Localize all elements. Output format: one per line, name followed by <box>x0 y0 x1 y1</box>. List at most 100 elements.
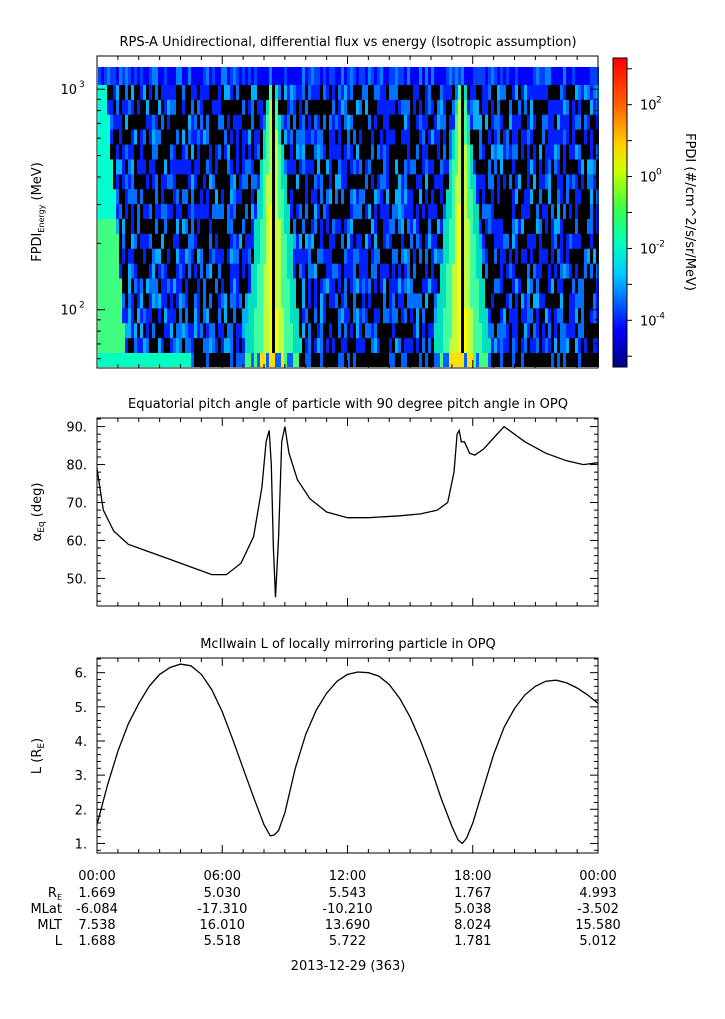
spectrogram-cell <box>449 99 452 116</box>
spectrogram-cell <box>305 114 308 131</box>
spectrogram-cell <box>572 189 575 205</box>
spectrogram-cell <box>242 353 245 367</box>
spectrogram-cell <box>122 144 125 160</box>
spectrogram-cell <box>569 189 572 205</box>
spectrogram-cell <box>260 263 263 280</box>
spectrogram-cell <box>266 129 269 146</box>
spectrogram-cell <box>188 233 191 250</box>
spectrogram-cell <box>119 144 122 160</box>
y-tick-label: 1. <box>75 837 87 852</box>
spectrogram-cell <box>239 278 242 294</box>
spectrogram-cell <box>590 114 593 131</box>
spectrogram-cell <box>317 248 320 265</box>
spectrogram-cell <box>329 189 332 205</box>
spectrogram-cell <box>512 174 515 190</box>
spectrogram-cell <box>332 204 335 220</box>
spectrogram-cell <box>281 278 284 294</box>
spectrogram-cell <box>224 233 227 250</box>
spectrogram-cell <box>524 308 527 324</box>
spectrogram-cell <box>476 174 479 190</box>
spectrogram-cell <box>131 189 134 205</box>
spectrogram-cell <box>212 308 215 324</box>
spectrogram-cell <box>551 219 554 235</box>
spectrogram-cell <box>356 85 359 101</box>
spectrogram-cell <box>356 233 359 250</box>
spectrogram-cell <box>266 323 269 339</box>
spectrogram-cell <box>239 219 242 235</box>
spectrogram-cell <box>197 293 200 309</box>
spectrogram-cell <box>530 114 533 131</box>
spectrogram-cell <box>140 323 143 339</box>
spectrogram-cell <box>284 263 287 280</box>
spectrogram-cell <box>323 219 326 235</box>
spectrogram-cell <box>374 159 377 175</box>
spectrogram-cell <box>566 263 569 280</box>
spectrogram-cell <box>437 219 440 235</box>
spectrogram-cell <box>203 144 206 160</box>
spectrogram-cell <box>371 293 374 309</box>
spectrogram-cell <box>452 144 455 160</box>
spectrogram-cell <box>239 308 242 324</box>
spectrogram-cell <box>320 323 323 339</box>
spectrogram-cell <box>236 67 239 85</box>
spectrogram-cell <box>242 174 245 190</box>
spectrogram-cell <box>266 144 269 160</box>
spectrogram-cell <box>200 293 203 309</box>
spectrogram-cell <box>350 263 353 280</box>
spectrogram-cell <box>515 278 518 294</box>
spectrogram-cell <box>326 308 329 324</box>
spectrogram-cell <box>302 189 305 205</box>
spectrogram-cell <box>569 353 572 367</box>
spectrogram-cell <box>161 159 164 175</box>
spectrogram-cell <box>341 353 344 367</box>
spectrogram-cell <box>218 189 221 205</box>
spectrogram-cell <box>239 338 242 354</box>
spectrogram-cell <box>389 323 392 339</box>
spectrogram-cell <box>101 293 104 309</box>
spectrogram-cell <box>224 293 227 309</box>
spectrogram-cell <box>260 67 263 85</box>
spectrogram-cell <box>554 85 557 101</box>
spectrogram-cell <box>251 114 254 131</box>
spectrogram-cell <box>332 263 335 280</box>
spectrogram-cell <box>269 233 272 250</box>
spectrogram-cell <box>404 144 407 160</box>
spectrogram-cell <box>497 204 500 220</box>
spectrogram-cell <box>350 67 353 85</box>
spectrogram-cell <box>137 293 140 309</box>
spectrogram-cell <box>302 204 305 220</box>
spectrogram-cell <box>347 248 350 265</box>
spectrogram-cell <box>359 278 362 294</box>
spectrogram-cell <box>296 308 299 324</box>
spectrogram-cell <box>548 278 551 294</box>
spectrogram-cell <box>515 85 518 101</box>
spectrogram-cell <box>488 323 491 339</box>
spectrogram-cell <box>569 67 572 85</box>
spectrogram-cell <box>545 219 548 235</box>
spectrogram-cell <box>230 323 233 339</box>
spectrogram-cell <box>515 263 518 280</box>
spectrogram-cell <box>353 323 356 339</box>
spectrogram-cell <box>116 219 119 235</box>
spectrogram-cell <box>164 159 167 175</box>
spectrogram-cell <box>461 308 464 324</box>
spectrogram-cell <box>524 338 527 354</box>
spectrogram-cell <box>368 114 371 131</box>
spectrogram-cell <box>281 129 284 146</box>
spectrogram-cell <box>518 85 521 101</box>
spectrogram-cell <box>194 189 197 205</box>
spectrogram-cell <box>563 219 566 235</box>
spectrogram-cell <box>134 263 137 280</box>
spectrogram-cell <box>476 338 479 354</box>
spectrogram-cell <box>119 67 122 85</box>
spectrogram-cell <box>341 263 344 280</box>
spectrogram-cell <box>449 248 452 265</box>
spectrogram-cell <box>509 204 512 220</box>
spectrogram-cell <box>359 189 362 205</box>
spectrogram-cell <box>134 233 137 250</box>
spectrogram-cell <box>563 308 566 324</box>
spectrogram-cell <box>308 67 311 85</box>
spectrogram-cell <box>194 67 197 85</box>
spectrogram-cell <box>299 293 302 309</box>
spectrogram-cell <box>233 174 236 190</box>
